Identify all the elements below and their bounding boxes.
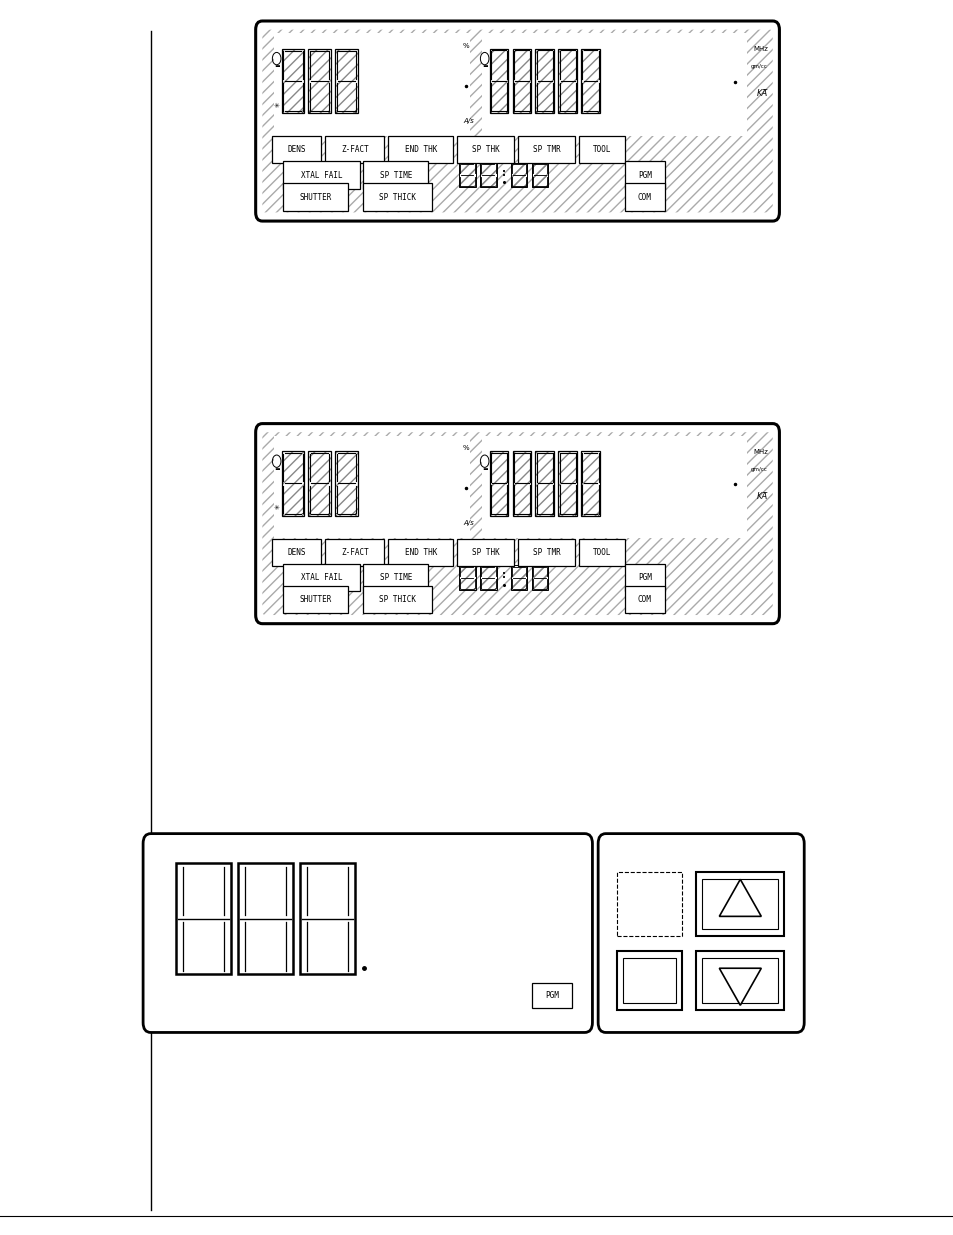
Bar <box>456 136 514 163</box>
Text: :: : <box>501 571 505 580</box>
Text: DENS: DENS <box>287 547 306 557</box>
Text: TOOL: TOOL <box>592 144 611 154</box>
Bar <box>175 863 231 974</box>
Bar <box>617 872 681 936</box>
Text: KA̅: KA̅ <box>756 492 767 501</box>
Polygon shape <box>719 968 760 1005</box>
Bar <box>456 538 514 566</box>
Bar <box>517 538 575 566</box>
Bar <box>274 33 470 136</box>
Text: Z-FACT: Z-FACT <box>340 547 369 557</box>
Text: %: % <box>462 43 468 48</box>
Bar <box>701 879 778 929</box>
FancyBboxPatch shape <box>598 834 803 1032</box>
Bar <box>283 184 348 211</box>
Text: MHz: MHz <box>752 47 767 52</box>
Text: KA̅: KA̅ <box>756 89 767 99</box>
Bar <box>624 587 664 614</box>
Text: PGM: PGM <box>638 170 651 179</box>
Bar <box>388 538 453 566</box>
Text: gm/cc: gm/cc <box>750 467 767 472</box>
Bar <box>578 538 624 566</box>
Bar <box>701 958 778 1003</box>
FancyBboxPatch shape <box>255 424 779 624</box>
Text: :: : <box>501 168 505 178</box>
Bar <box>325 538 384 566</box>
Bar <box>325 136 384 163</box>
Bar <box>624 564 664 592</box>
FancyBboxPatch shape <box>255 21 779 221</box>
Bar <box>283 162 359 189</box>
Text: SHUTTER: SHUTTER <box>299 595 332 604</box>
Text: DENS: DENS <box>287 144 306 154</box>
Bar <box>272 538 321 566</box>
Text: COM: COM <box>638 595 651 604</box>
Bar <box>363 184 432 211</box>
Text: PGM: PGM <box>545 990 558 1000</box>
Text: -: - <box>274 462 279 475</box>
Bar <box>696 951 783 1010</box>
Text: PGM: PGM <box>638 573 651 582</box>
Bar <box>274 436 470 538</box>
Text: A/s: A/s <box>462 117 474 124</box>
Bar <box>283 564 359 592</box>
Bar <box>363 564 428 592</box>
Text: SHUTTER: SHUTTER <box>299 193 332 201</box>
Bar <box>272 136 321 163</box>
Text: COM: COM <box>638 193 651 201</box>
Bar <box>517 136 575 163</box>
Text: -: - <box>481 462 487 475</box>
Text: gm/cc: gm/cc <box>750 64 767 69</box>
Bar <box>237 863 293 974</box>
Bar <box>624 184 664 211</box>
Text: SP THK: SP THK <box>471 144 499 154</box>
Text: TOOL: TOOL <box>592 547 611 557</box>
Bar <box>283 587 348 614</box>
Bar <box>299 863 355 974</box>
Text: SP TMR: SP TMR <box>532 144 560 154</box>
Bar <box>578 136 624 163</box>
Bar <box>481 33 746 136</box>
Text: SP THK: SP THK <box>471 547 499 557</box>
Text: XTAL FAIL: XTAL FAIL <box>300 573 342 582</box>
Text: SP TMR: SP TMR <box>532 547 560 557</box>
Bar <box>532 983 572 1008</box>
Text: ✳: ✳ <box>274 103 279 109</box>
Text: -: - <box>481 59 487 73</box>
Bar <box>696 872 783 936</box>
Text: MHz: MHz <box>752 450 767 454</box>
Text: END THK: END THK <box>404 144 436 154</box>
Text: SP TIME: SP TIME <box>379 573 412 582</box>
Bar <box>363 587 432 614</box>
Bar <box>388 136 453 163</box>
FancyBboxPatch shape <box>143 834 592 1032</box>
Text: SP THICK: SP THICK <box>379 595 416 604</box>
Bar <box>624 162 664 189</box>
Text: %: % <box>462 446 468 451</box>
Polygon shape <box>719 879 760 916</box>
Bar <box>481 436 746 538</box>
Text: SP TIME: SP TIME <box>379 170 412 179</box>
Text: A/s: A/s <box>462 520 474 526</box>
Text: Z-FACT: Z-FACT <box>340 144 369 154</box>
Text: ✳: ✳ <box>274 505 279 511</box>
Text: SP THICK: SP THICK <box>379 193 416 201</box>
Text: XTAL FAIL: XTAL FAIL <box>300 170 342 179</box>
Text: -: - <box>274 59 279 73</box>
Bar <box>363 162 428 189</box>
Bar <box>617 951 681 1010</box>
Bar <box>622 958 676 1003</box>
Text: END THK: END THK <box>404 547 436 557</box>
